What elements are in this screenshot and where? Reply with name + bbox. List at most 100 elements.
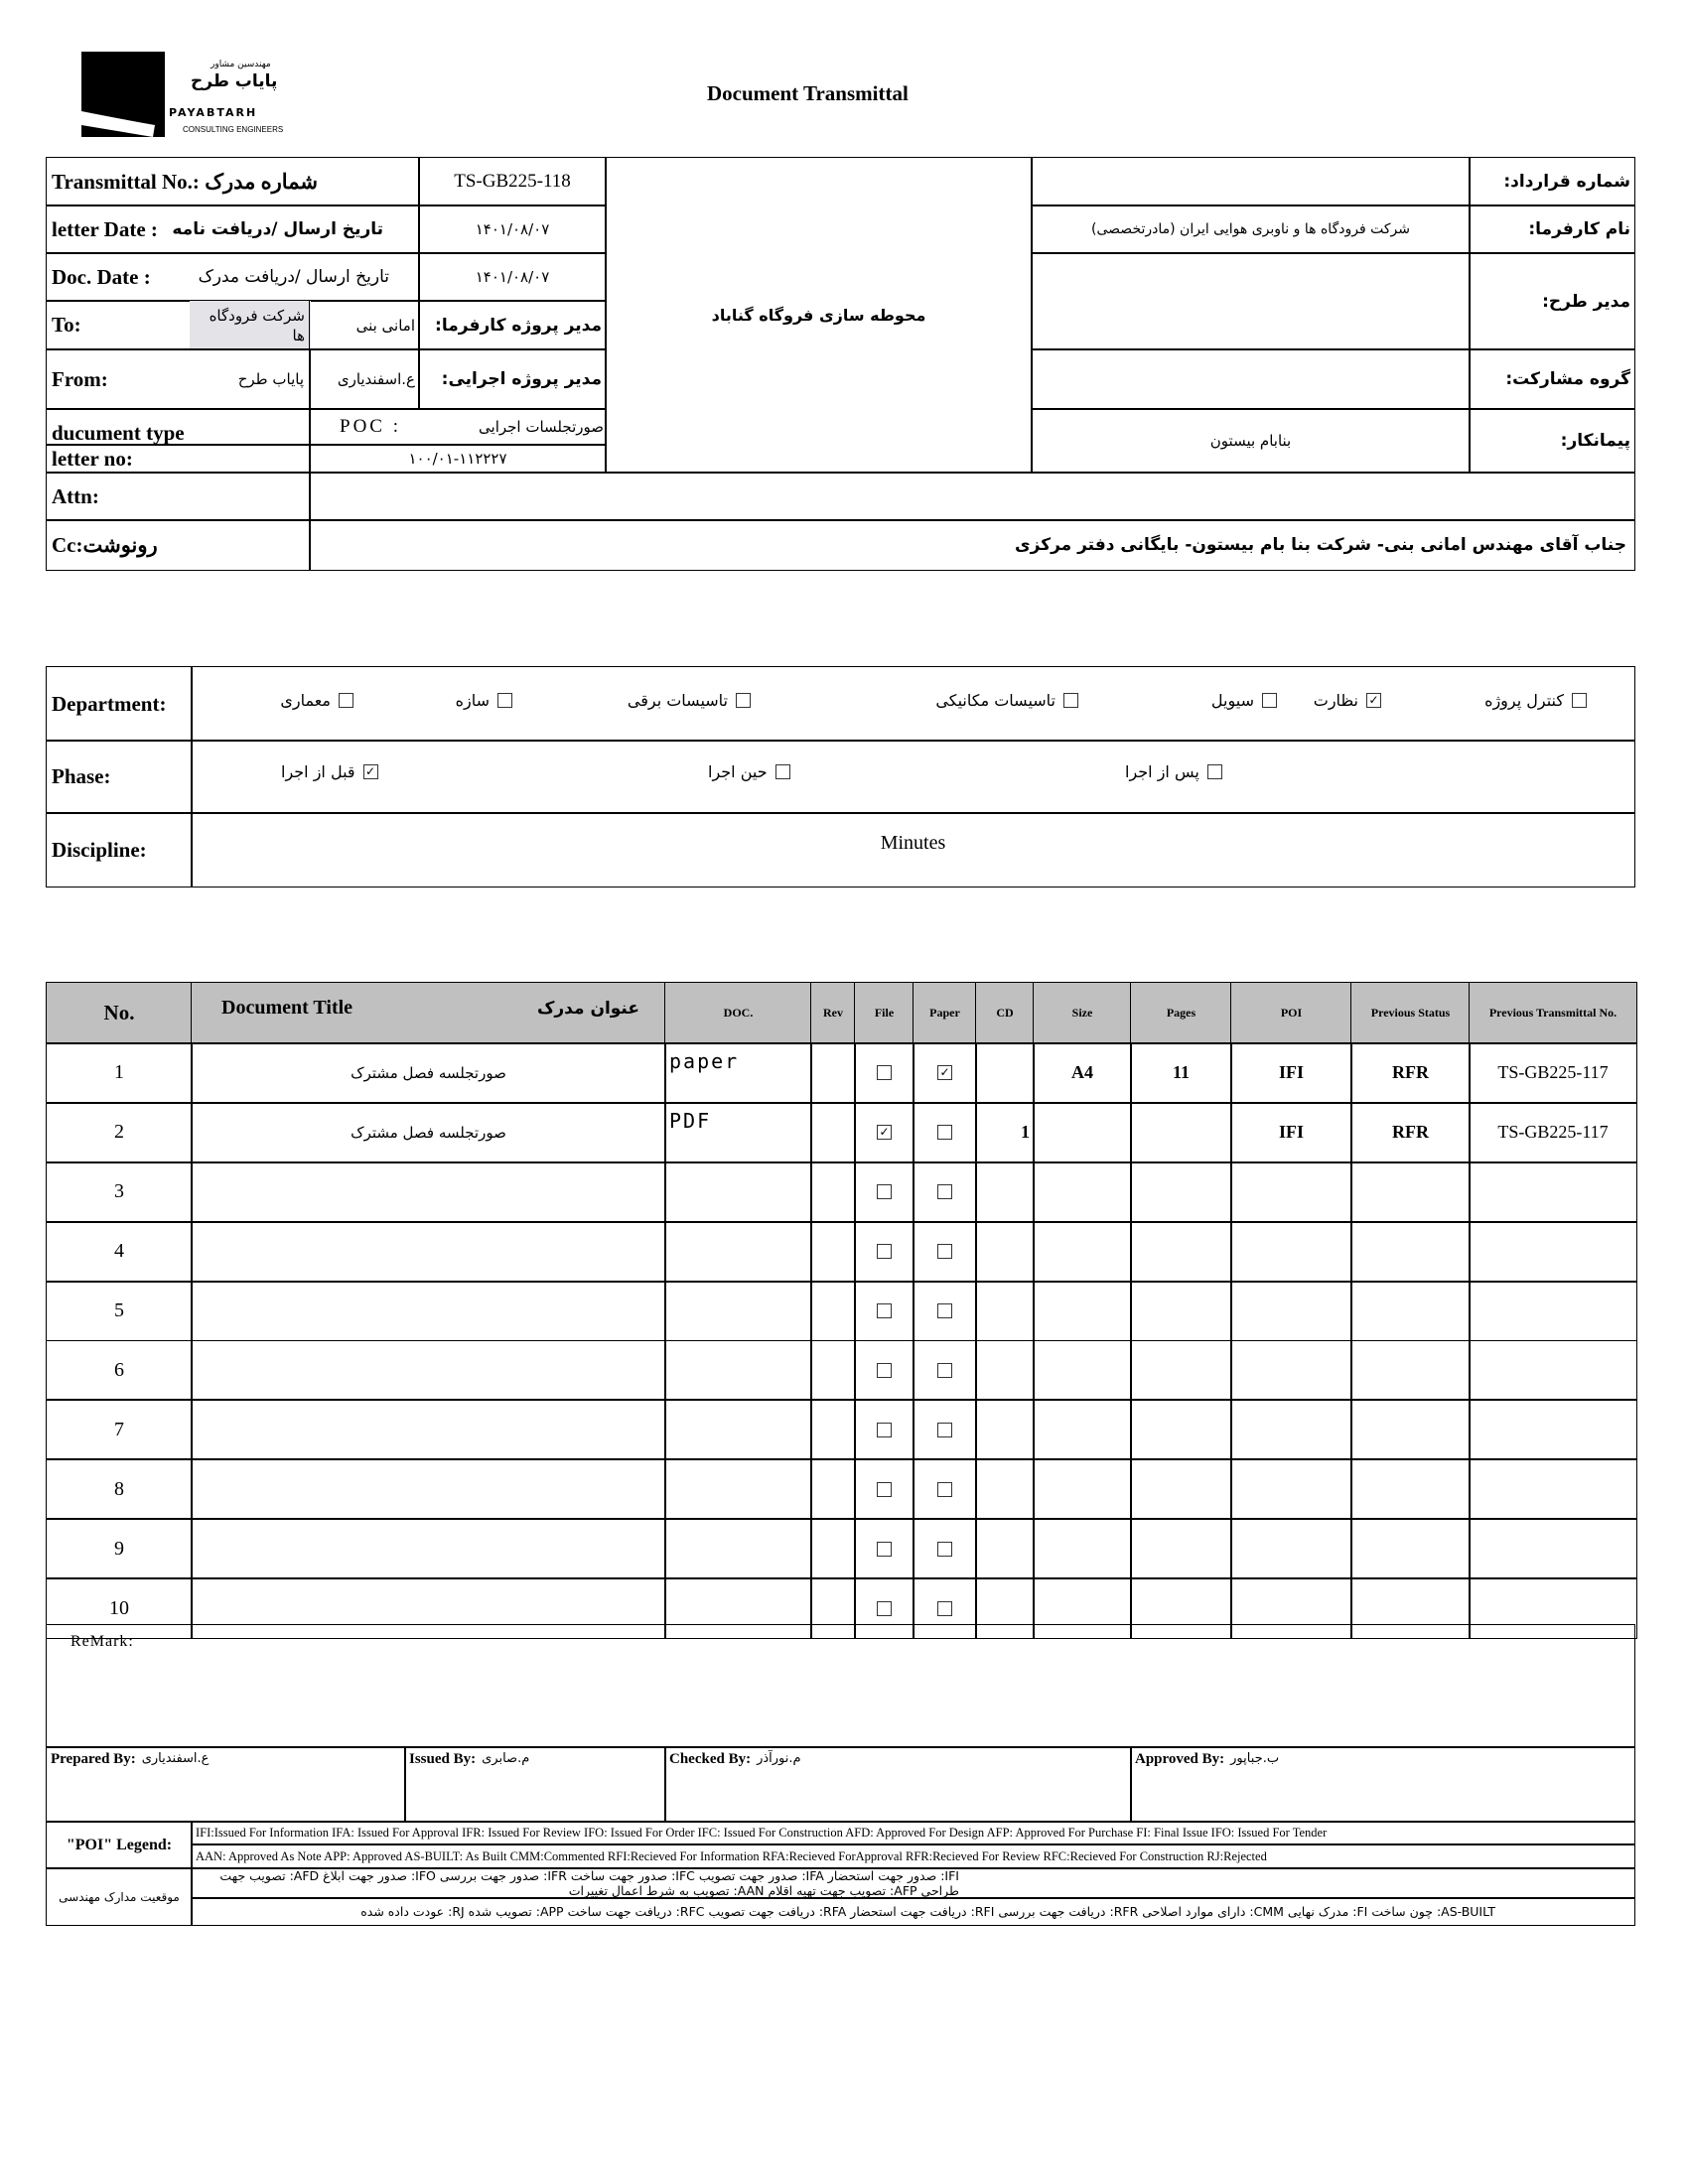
cell-paper[interactable]: ✓ <box>913 1042 977 1104</box>
paper-checkbox[interactable] <box>937 1303 952 1319</box>
cell-poi <box>1230 1160 1352 1223</box>
cell-paper[interactable] <box>913 1518 977 1580</box>
plan-manager-value <box>1031 252 1471 350</box>
cell-file[interactable] <box>854 1577 914 1639</box>
cell-file[interactable] <box>854 1280 914 1342</box>
phase-option[interactable]: حین اجرا <box>708 762 790 781</box>
cell-doc <box>664 1518 812 1580</box>
cell-doc <box>664 1399 812 1461</box>
cell-paper[interactable] <box>913 1577 977 1639</box>
department-option[interactable]: معماری <box>280 691 353 710</box>
cell-poi <box>1230 1399 1352 1461</box>
doc-type-code: POC : <box>340 416 401 437</box>
header-title: Document Title عنوان مدرک <box>191 982 666 1044</box>
attn-label-text: Attn: <box>52 483 99 508</box>
cell-value: RFR <box>1392 1062 1429 1083</box>
file-checkbox[interactable] <box>877 1303 892 1319</box>
file-checkbox[interactable] <box>877 1362 892 1378</box>
doc-date-text: ۱۴۰۱/۰۸/۰۷ <box>475 268 550 286</box>
checkbox[interactable]: ✓ <box>1366 693 1381 708</box>
cell-paper[interactable] <box>913 1101 977 1163</box>
letter-date-label-en: letter Date : <box>52 216 158 241</box>
cell-file[interactable] <box>854 1042 914 1104</box>
header-title-fa: عنوان مدرک <box>536 998 639 1019</box>
checkbox[interactable]: ✓ <box>362 764 378 779</box>
paper-checkbox[interactable] <box>937 1362 952 1378</box>
paper-checkbox[interactable] <box>937 1481 952 1497</box>
cell-paper[interactable] <box>913 1339 977 1402</box>
cell-paper[interactable] <box>913 1280 977 1342</box>
cell-value: صورتجلسه فصل مشترک <box>351 1063 506 1082</box>
file-checkbox[interactable] <box>877 1184 892 1200</box>
cell-value: 10 <box>109 1596 129 1619</box>
cell-pages <box>1130 1220 1232 1283</box>
paper-checkbox[interactable] <box>937 1125 952 1141</box>
checkbox[interactable] <box>736 693 751 708</box>
paper-checkbox[interactable] <box>937 1422 952 1437</box>
paper-checkbox[interactable] <box>937 1244 952 1260</box>
checkbox[interactable] <box>497 693 512 708</box>
department-option[interactable]: سازه <box>456 691 512 710</box>
cc-label-text: Cc:رونوشت <box>52 532 158 557</box>
department-option[interactable]: تاسیسات برقی <box>628 691 751 710</box>
file-checkbox[interactable]: ✓ <box>877 1125 892 1141</box>
checkbox[interactable] <box>339 693 353 708</box>
header-label: DOC. <box>723 1006 754 1020</box>
transmittal-no-value: TS-GB225-118 <box>418 157 607 206</box>
remark-label: ReMark: <box>70 1633 134 1650</box>
cell-no: 3 <box>46 1160 193 1223</box>
checkbox[interactable] <box>1206 764 1222 779</box>
cell-prev-no <box>1469 1160 1637 1223</box>
file-checkbox[interactable] <box>877 1541 892 1557</box>
department-option[interactable]: کنترل پروژه <box>1484 691 1587 710</box>
cell-value: 5 <box>114 1299 124 1322</box>
header-label: Paper <box>929 1006 960 1020</box>
cell-file[interactable] <box>854 1160 914 1223</box>
cell-value: IFI <box>1278 1062 1304 1083</box>
poi-legend-fa-1-text: IFI: صدور جهت استحضار IFA: صدور جهت تصوی… <box>219 1868 959 1898</box>
cell-paper[interactable] <box>913 1399 977 1461</box>
paper-checkbox[interactable]: ✓ <box>937 1065 952 1081</box>
cell-prev-status <box>1350 1399 1471 1461</box>
cell-title: صورتجلسه فصل مشترک <box>191 1101 666 1163</box>
cell-file[interactable] <box>854 1220 914 1283</box>
header-label: Size <box>1071 1006 1093 1020</box>
cell-paper[interactable] <box>913 1220 977 1283</box>
checkbox[interactable] <box>774 764 790 779</box>
paper-checkbox[interactable] <box>937 1184 952 1200</box>
letter-date-value: ۱۴۰۱/۰۸/۰۷ <box>418 205 607 254</box>
cell-prev-status <box>1350 1339 1471 1402</box>
cell-file[interactable] <box>854 1518 914 1580</box>
from-label: From: پایاب طرح <box>46 348 311 410</box>
department-option[interactable]: سیویل <box>1211 691 1277 710</box>
cell-poi <box>1230 1518 1352 1580</box>
paper-checkbox[interactable] <box>937 1541 952 1557</box>
cell-paper[interactable] <box>913 1160 977 1223</box>
header-prev-no: Previous Transmittal No. <box>1469 982 1637 1044</box>
file-checkbox[interactable] <box>877 1065 892 1081</box>
file-checkbox[interactable] <box>877 1600 892 1616</box>
cell-size: A4 <box>1033 1042 1132 1104</box>
checkbox[interactable] <box>1063 693 1078 708</box>
cell-paper[interactable] <box>913 1458 977 1521</box>
approved-by-name: ب.جباپور <box>1230 1751 1280 1766</box>
file-checkbox[interactable] <box>877 1481 892 1497</box>
contractor-label: پیمانکار: <box>1469 408 1635 474</box>
phase-option[interactable]: پس از اجرا <box>1125 762 1222 781</box>
checkbox[interactable] <box>1262 693 1277 708</box>
cell-size <box>1033 1399 1132 1461</box>
cell-file[interactable] <box>854 1458 914 1521</box>
approved-by-label: Approved By: <box>1135 1751 1225 1767</box>
cell-file[interactable]: ✓ <box>854 1101 914 1163</box>
file-checkbox[interactable] <box>877 1244 892 1260</box>
cell-file[interactable] <box>854 1399 914 1461</box>
checkbox[interactable] <box>1572 693 1587 708</box>
cell-file[interactable] <box>854 1339 914 1402</box>
checked-by-name: م.نورآذر <box>757 1751 801 1766</box>
paper-checkbox[interactable] <box>937 1600 952 1616</box>
phase-option[interactable]: ✓ قبل از اجرا <box>281 762 378 781</box>
file-checkbox[interactable] <box>877 1422 892 1437</box>
plan-manager-label: مدیر طرح: <box>1469 252 1635 350</box>
department-option[interactable]: ✓ نظارت <box>1314 691 1381 710</box>
department-option[interactable]: تاسیسات مکانیکی <box>935 691 1078 710</box>
